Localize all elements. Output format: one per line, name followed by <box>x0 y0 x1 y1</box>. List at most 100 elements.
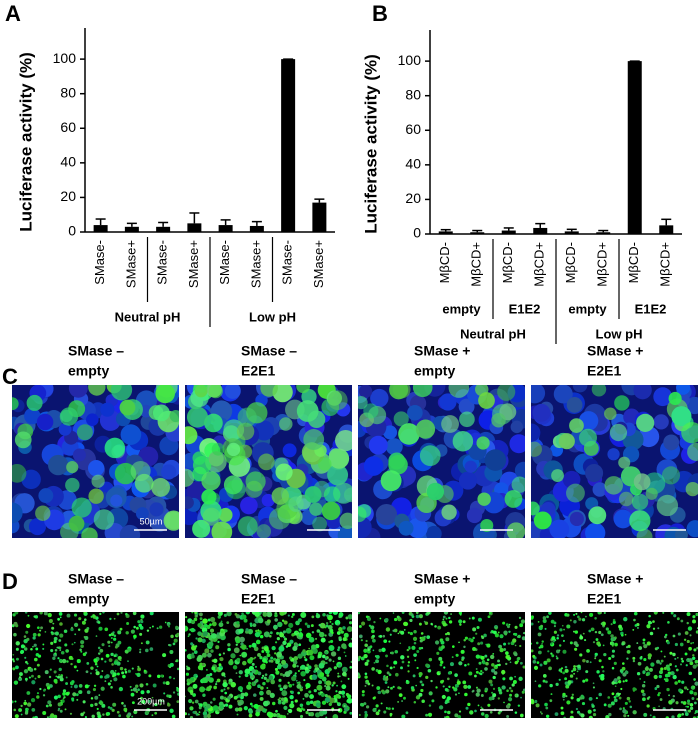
cell <box>163 510 179 531</box>
cell <box>240 689 243 693</box>
cell <box>602 670 605 673</box>
cell <box>247 658 253 664</box>
cell <box>207 641 214 647</box>
cell <box>217 709 220 712</box>
cell <box>413 700 417 704</box>
cell <box>337 656 342 661</box>
cell <box>517 704 521 707</box>
cell <box>300 670 306 677</box>
cell <box>168 643 171 647</box>
cell <box>614 642 618 647</box>
cell <box>225 479 246 500</box>
cell <box>324 634 327 637</box>
cell <box>176 686 179 689</box>
cell <box>226 621 230 625</box>
nucleus <box>585 522 606 538</box>
cell <box>426 482 445 501</box>
cell <box>548 612 552 615</box>
cell <box>125 612 128 616</box>
cell <box>425 713 429 717</box>
cell <box>44 670 49 675</box>
cell <box>563 628 565 631</box>
cell <box>695 612 698 617</box>
cell <box>389 666 393 670</box>
cell <box>607 696 611 699</box>
cell <box>62 689 67 693</box>
cell <box>485 661 489 666</box>
cell <box>139 648 142 651</box>
cell <box>550 642 553 645</box>
cell <box>592 686 595 689</box>
cell <box>338 612 344 617</box>
cell <box>680 700 684 704</box>
cell <box>544 627 547 630</box>
cell <box>415 419 436 439</box>
cell <box>468 637 472 642</box>
cell <box>44 631 47 633</box>
cell <box>656 684 660 689</box>
cell <box>686 705 690 708</box>
cell <box>205 668 208 671</box>
cell <box>46 686 51 690</box>
cell <box>480 669 483 673</box>
cell <box>658 691 661 695</box>
cell <box>270 659 274 663</box>
nucleus <box>36 413 54 431</box>
cell <box>272 713 277 718</box>
cell <box>271 646 276 651</box>
nucleus <box>48 454 69 476</box>
cell <box>393 628 398 633</box>
cell <box>477 617 482 622</box>
cell <box>35 505 51 521</box>
cell <box>40 626 43 630</box>
cell <box>539 644 544 649</box>
cell <box>498 644 502 649</box>
x-tick-label: SMase+ <box>311 240 326 288</box>
cell <box>296 681 299 684</box>
cell <box>414 659 417 662</box>
cell <box>591 704 595 708</box>
cell <box>279 687 283 691</box>
cell <box>43 612 48 616</box>
cell <box>203 714 208 718</box>
cell <box>201 677 208 684</box>
cell <box>558 678 561 681</box>
cell <box>650 662 655 667</box>
cell <box>147 699 151 704</box>
cell <box>687 626 693 631</box>
cell <box>166 694 170 698</box>
cell <box>446 696 451 701</box>
cell <box>492 652 495 655</box>
cell <box>13 621 18 626</box>
cell <box>674 642 678 647</box>
cell <box>428 691 433 696</box>
cell <box>519 644 522 648</box>
cell <box>593 708 596 712</box>
cell <box>315 702 321 708</box>
cell <box>199 617 203 621</box>
cell <box>419 680 423 684</box>
cell <box>188 698 193 704</box>
cell <box>642 638 646 642</box>
cell <box>220 689 224 693</box>
cell <box>140 614 145 619</box>
nucleus <box>224 385 241 399</box>
cell <box>337 675 340 678</box>
cell <box>172 691 176 694</box>
cell <box>687 442 698 461</box>
cell <box>66 613 71 618</box>
cell <box>407 661 411 664</box>
cell <box>434 640 440 645</box>
cell <box>663 678 666 681</box>
cell <box>338 663 342 668</box>
cell <box>575 707 579 711</box>
cell <box>288 683 293 688</box>
cell <box>562 692 566 697</box>
cell <box>327 390 348 411</box>
cell <box>42 694 46 697</box>
y-tick-label: 40 <box>405 156 421 172</box>
cell <box>251 677 254 681</box>
cell <box>80 650 83 653</box>
cell <box>34 715 38 718</box>
cell <box>516 656 521 661</box>
